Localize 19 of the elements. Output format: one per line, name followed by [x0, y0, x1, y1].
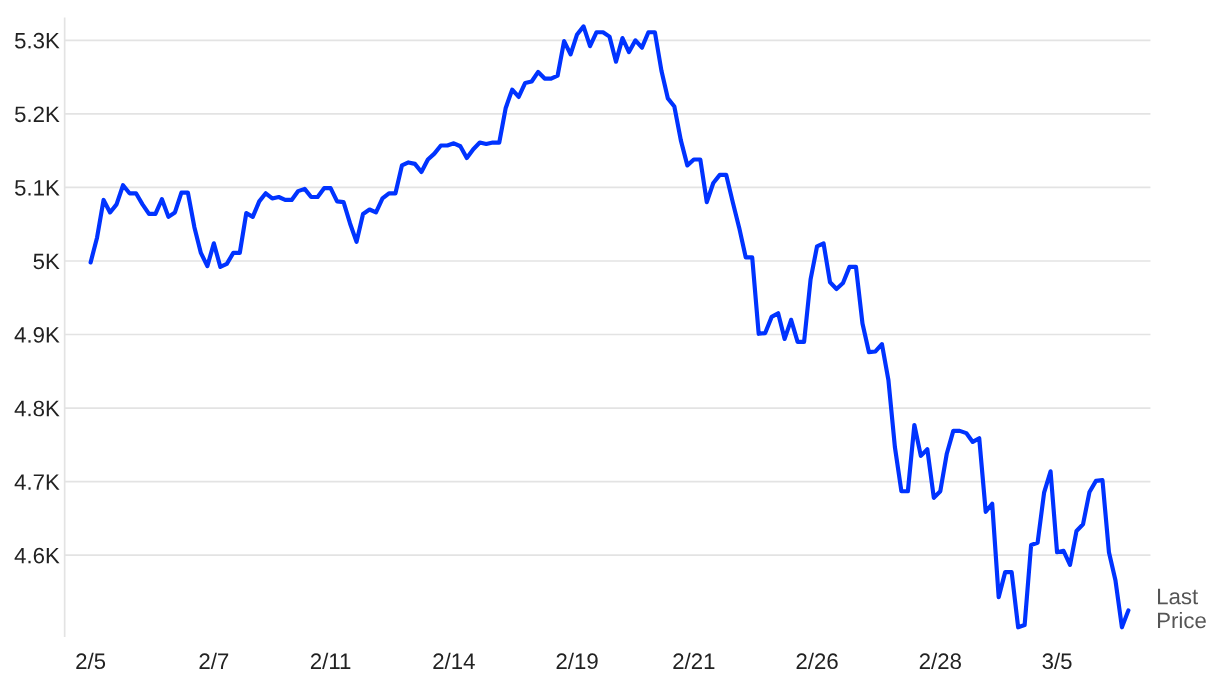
x-tick-label: 2/28 — [919, 652, 961, 670]
x-tick-label: 2/21 — [673, 652, 715, 670]
x-tick-label: 2/7 — [199, 652, 229, 670]
y-tick-label: 5.3K — [14, 32, 60, 49]
y-tick-label: 5.2K — [14, 106, 60, 123]
x-tick-label: 2/19 — [556, 652, 598, 670]
x-tick-label: 2/14 — [433, 652, 475, 670]
y-tick-label: 4.9K — [14, 327, 60, 343]
x-tick-label: 2/5 — [76, 652, 106, 670]
line-series — [88, 24, 1131, 630]
y-tick-label: 4.7K — [14, 474, 60, 490]
text: Last Price — [1158, 588, 1206, 629]
y-tick-label: 4.8K — [14, 400, 60, 417]
y-tick-label: 4.6K — [14, 547, 60, 564]
y-tick-label: 5K — [33, 253, 60, 270]
x-tick-label: 3/5 — [1042, 652, 1072, 670]
x-tick-label: 2/11 — [310, 652, 351, 670]
x-tick-label: 2/26 — [796, 652, 838, 670]
y-tick-label: 5.1K — [14, 180, 60, 196]
